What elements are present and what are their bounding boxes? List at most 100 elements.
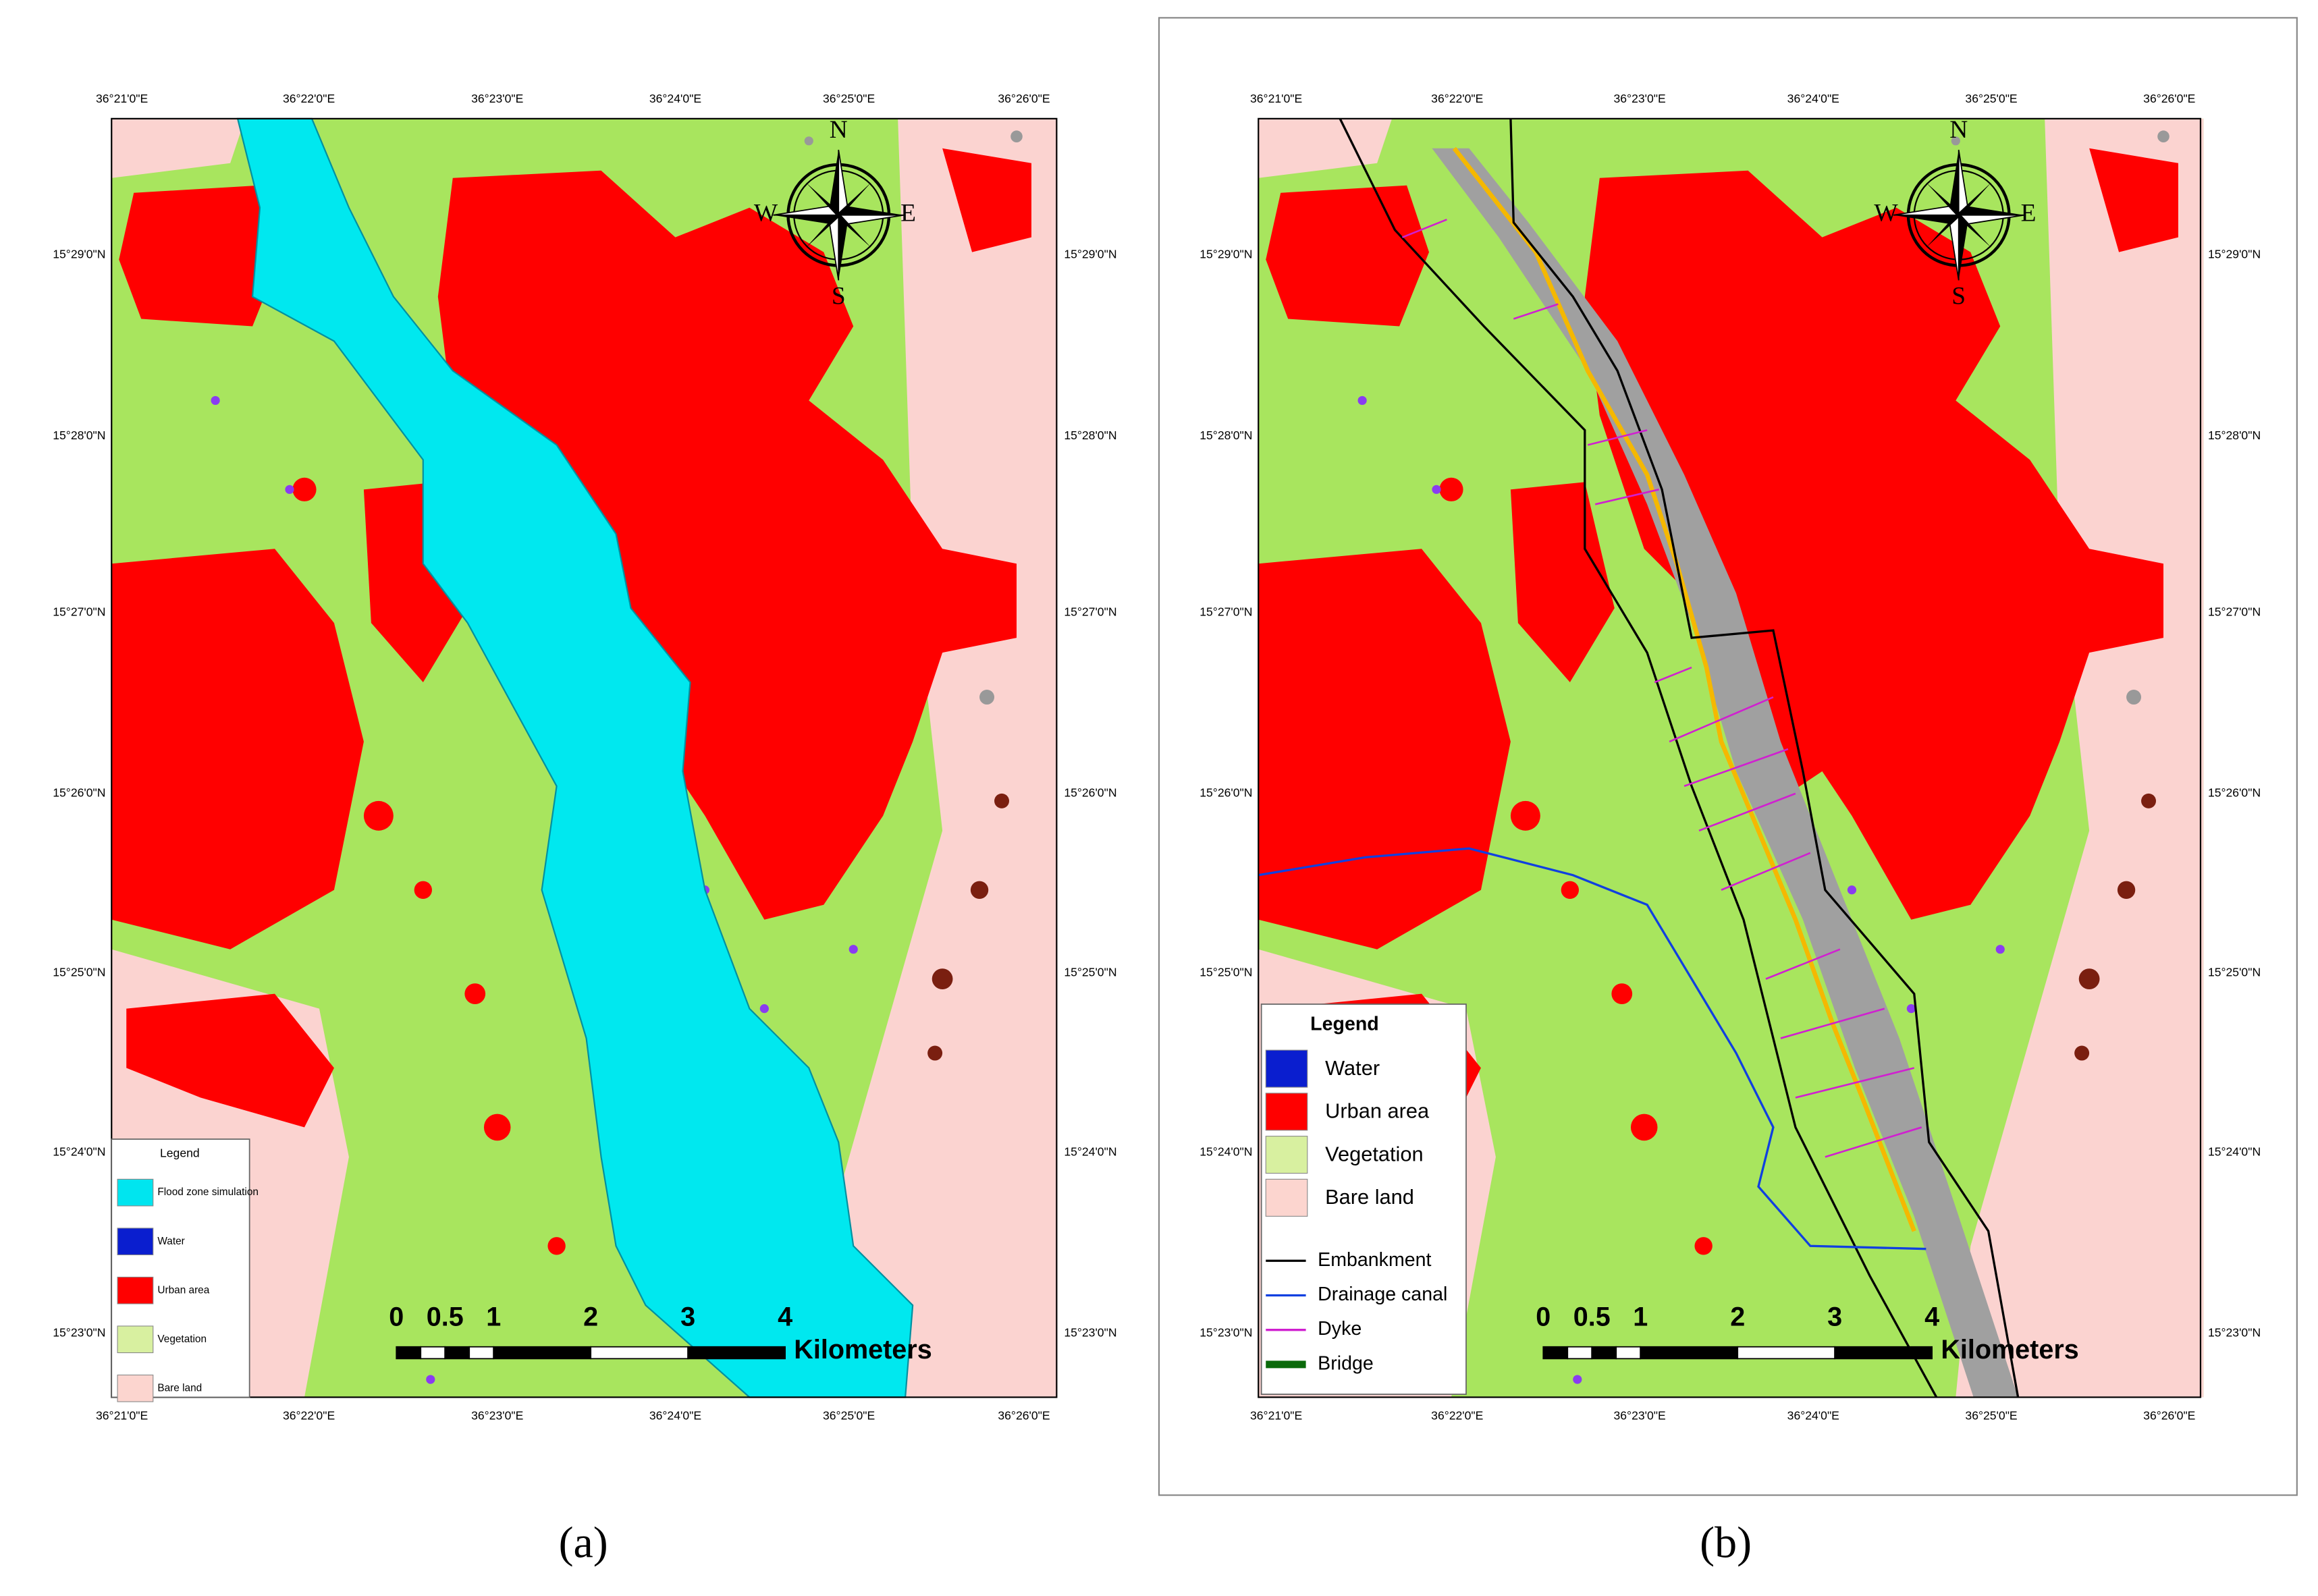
latitude-label: 15°28'0"N xyxy=(53,429,105,442)
scale-label: 0 xyxy=(389,1302,404,1331)
legend-label: Flood zone simulation xyxy=(157,1186,259,1198)
latitude-label: 15°29'0"N xyxy=(53,248,105,261)
latitude-label: 15°29'0"N xyxy=(2208,248,2261,261)
longitude-label: 36°22'0"E xyxy=(1431,92,1483,105)
legend-box xyxy=(111,1138,250,1398)
longitude-label: 36°25'0"E xyxy=(823,92,875,105)
panel-caption: (a) xyxy=(559,1518,608,1568)
scale-bar-segment xyxy=(1591,1346,1617,1360)
legend-label: Bare land xyxy=(157,1382,202,1394)
latitude-label: 15°25'0"N xyxy=(53,965,105,979)
scale-bar-segment xyxy=(1737,1346,1836,1360)
legend-label: Water xyxy=(1325,1056,1380,1080)
legend-swatch xyxy=(117,1228,154,1256)
legend-label: Water xyxy=(157,1236,184,1247)
compass-letter: W xyxy=(754,199,778,227)
longitude-label: 36°26'0"E xyxy=(2143,1409,2195,1423)
scale-bar-segment xyxy=(420,1346,446,1360)
river-channel xyxy=(1452,146,1916,1232)
scale-bar-segment xyxy=(396,1346,422,1360)
scale-bar-segment xyxy=(1542,1346,1569,1360)
panel-border xyxy=(1158,17,2298,1496)
legend-title: Legend xyxy=(160,1147,200,1160)
legend-label: Dyke xyxy=(1318,1318,1362,1340)
scale-bar-segment xyxy=(590,1346,689,1360)
longitude-label: 36°21'0"E xyxy=(1250,92,1302,105)
longitude-label: 36°21'0"E xyxy=(96,92,148,105)
scale-unit: Kilometers xyxy=(1941,1335,2078,1365)
latitude-label: 15°28'0"N xyxy=(1200,429,1252,442)
scale-label: 4 xyxy=(1924,1302,1939,1331)
map-frame xyxy=(111,117,1058,1398)
compass-letter: S xyxy=(1951,282,1966,310)
scale-label: 1 xyxy=(1633,1302,1648,1331)
legend-swatch xyxy=(1265,1049,1308,1088)
latitude-label: 15°24'0"N xyxy=(1200,1145,1252,1158)
compass-letter: S xyxy=(832,282,846,310)
longitude-label: 36°26'0"E xyxy=(2143,92,2195,105)
legend-swatch xyxy=(117,1325,154,1354)
latitude-label: 15°25'0"N xyxy=(2208,965,2261,979)
scale-bar-segment xyxy=(444,1346,470,1360)
scale-bar-segment xyxy=(493,1346,592,1360)
compass-letter: N xyxy=(830,116,848,144)
longitude-label: 36°22'0"E xyxy=(1431,1409,1483,1423)
longitude-label: 36°26'0"E xyxy=(998,1409,1050,1423)
legend-label: Vegetation xyxy=(1325,1142,1423,1165)
legend-label: Urban area xyxy=(1325,1099,1430,1123)
embankment xyxy=(1339,118,1938,1398)
legend-label: Urban area xyxy=(157,1284,209,1296)
legend-label: Embankment xyxy=(1318,1249,1431,1271)
longitude-label: 36°21'0"E xyxy=(96,1409,148,1423)
latitude-label: 15°27'0"N xyxy=(1064,605,1116,618)
longitude-label: 36°22'0"E xyxy=(283,1409,335,1423)
legend-label: Drainage canal xyxy=(1318,1284,1447,1305)
legend-swatch xyxy=(1265,1093,1308,1131)
legend-label: Bridge xyxy=(1318,1352,1374,1374)
longitude-label: 36°24'0"E xyxy=(1787,1409,1839,1423)
latitude-label: 15°27'0"N xyxy=(53,605,105,618)
scale-bar-segment xyxy=(687,1346,786,1360)
legend-title: Legend xyxy=(1310,1013,1379,1035)
latitude-label: 15°23'0"N xyxy=(1064,1326,1116,1340)
compass-letter: E xyxy=(900,199,916,227)
scale-label: 0 xyxy=(1536,1302,1551,1331)
legend-swatch xyxy=(117,1178,154,1207)
flood-zone xyxy=(236,117,914,1398)
scale-label: 3 xyxy=(1827,1302,1842,1331)
panel-caption: (b) xyxy=(1700,1518,1752,1568)
longitude-label: 36°21'0"E xyxy=(1250,1409,1302,1423)
scale-bar-segment xyxy=(1615,1346,1642,1360)
longitude-label: 36°24'0"E xyxy=(649,1409,701,1423)
scale-bar-segment xyxy=(1640,1346,1739,1360)
scale-bar-segment xyxy=(1834,1346,1933,1360)
latitude-label: 15°26'0"N xyxy=(1200,786,1252,800)
scale-label: 4 xyxy=(778,1302,792,1331)
legend-label: Bare land xyxy=(1325,1185,1414,1209)
latitude-label: 15°24'0"N xyxy=(2208,1145,2261,1158)
dykes xyxy=(1401,219,1922,1158)
latitude-label: 15°27'0"N xyxy=(1200,605,1252,618)
scale-label: 0.5 xyxy=(427,1302,464,1331)
drainage-canal xyxy=(1258,847,1926,1250)
scale-label: 1 xyxy=(486,1302,501,1331)
latitude-label: 15°23'0"N xyxy=(53,1326,105,1340)
compass-letter: N xyxy=(1949,116,1968,144)
scale-label: 2 xyxy=(583,1302,598,1331)
longitude-label: 36°25'0"E xyxy=(1965,1409,2017,1423)
latitude-label: 15°26'0"N xyxy=(1064,786,1116,800)
scale-bar-segment xyxy=(1567,1346,1593,1360)
latitude-label: 15°24'0"N xyxy=(1064,1145,1116,1158)
scale-label: 2 xyxy=(1730,1302,1745,1331)
latitude-label: 15°26'0"N xyxy=(2208,786,2261,800)
scale-label: 3 xyxy=(680,1302,695,1331)
longitude-label: 36°25'0"E xyxy=(823,1409,875,1423)
latitude-label: 15°28'0"N xyxy=(2208,429,2261,442)
longitude-label: 36°24'0"E xyxy=(1787,92,1839,105)
latitude-label: 15°29'0"N xyxy=(1064,248,1116,261)
embankment xyxy=(1509,118,2020,1398)
latitude-label: 15°24'0"N xyxy=(53,1145,105,1158)
longitude-label: 36°23'0"E xyxy=(471,1409,523,1423)
